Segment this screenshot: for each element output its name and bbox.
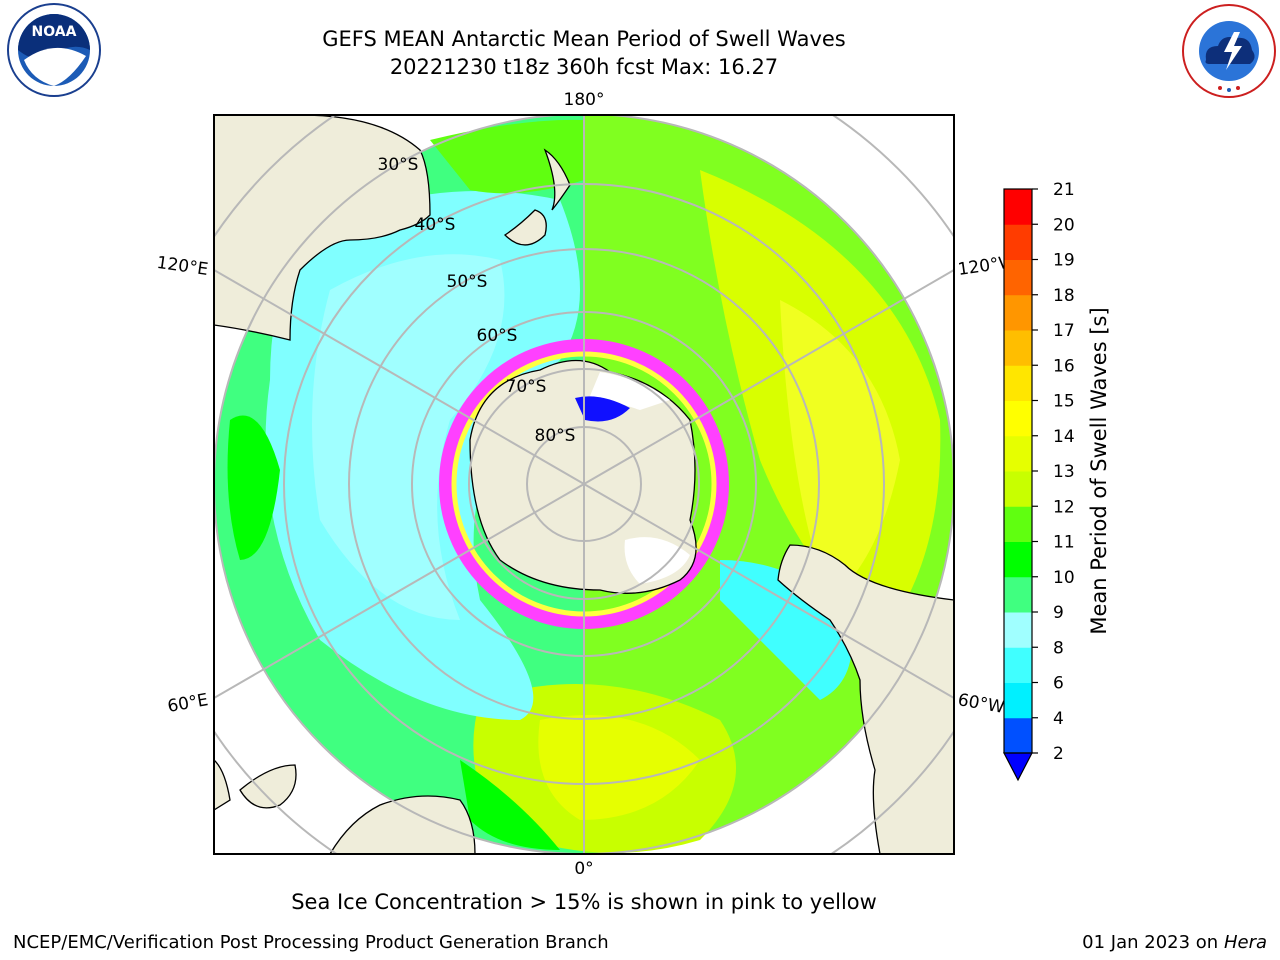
lat-label-30s: 30°S [378, 155, 419, 175]
lon-label-120w: 120°W [957, 252, 1017, 280]
lon-label-60w: 60°W [956, 690, 1006, 718]
noaa-logo-text: NOAA [32, 24, 77, 40]
lat-label-80s: 80°S [535, 426, 576, 446]
footer-credit: NCEP/EMC/Verification Post Processing Pr… [13, 932, 609, 953]
lon-label-120e: 120°E [155, 253, 209, 280]
africa [329, 795, 476, 854]
lon-label-60e: 60°E [166, 690, 210, 717]
map-title: GEFS MEAN Antarctic Mean Period of Swell… [322, 27, 846, 51]
footer-date-text: 01 Jan 2023 on [1082, 932, 1219, 953]
lon-label-180: 180° [564, 90, 605, 110]
map-subtitle: 20221230 t18z 360h fcst Max: 16.27 [389, 55, 779, 79]
noaa-logo: NOAA [7, 3, 101, 97]
footer-date: 01 Jan 2023 on Hera [1082, 932, 1267, 953]
south-america [777, 544, 954, 854]
sea-ice-caption: Sea Ice Concentration > 15% is shown in … [291, 890, 877, 914]
lat-label-40s: 40°S [415, 215, 456, 235]
lat-label-70s: 70°S [506, 377, 547, 397]
footer-host: Hera [1223, 932, 1267, 953]
lat-label-50s: 50°S [447, 272, 488, 292]
nws-logo [1182, 4, 1276, 98]
map-frame-border [213, 114, 955, 855]
lat-label-60s: 60°S [477, 326, 518, 346]
lon-label-0: 0° [574, 859, 593, 879]
graticule [214, 115, 954, 854]
